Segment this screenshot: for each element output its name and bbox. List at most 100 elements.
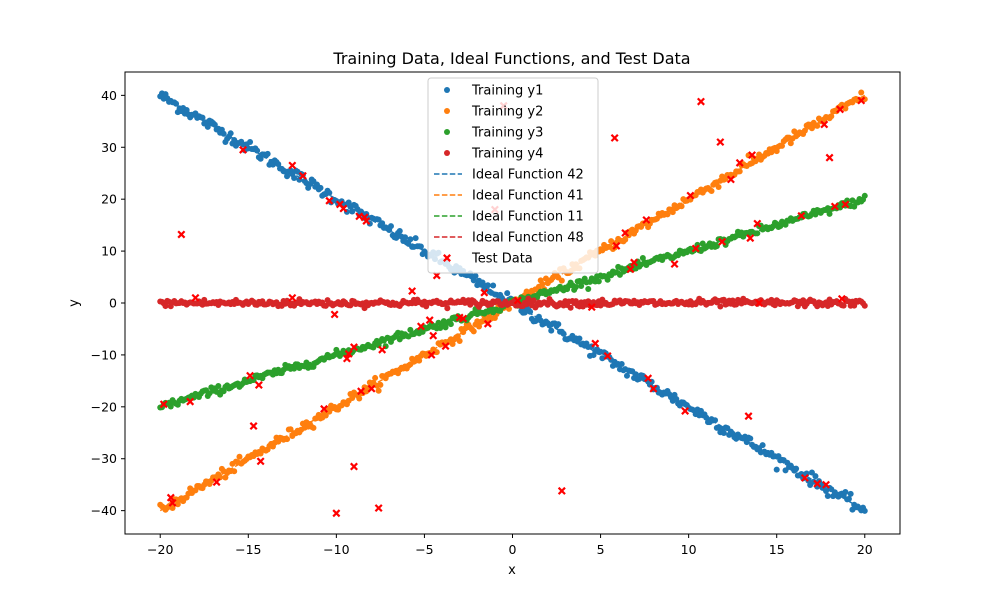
training-point (576, 335, 583, 342)
legend-label: Ideal Function 48 (472, 231, 584, 246)
test-point (716, 138, 725, 147)
training-point (793, 465, 800, 472)
training-point (851, 302, 858, 309)
legend-label: Training y2 (471, 105, 543, 120)
training-point (372, 374, 379, 381)
training-point (379, 220, 386, 227)
training-point (326, 189, 333, 196)
training-point (618, 361, 625, 368)
test-point (320, 404, 329, 413)
training-point (773, 466, 780, 473)
test-point (367, 384, 376, 393)
test-point (378, 345, 387, 354)
test-point (298, 171, 307, 180)
test-point (681, 406, 690, 415)
x-axis-label: x (508, 563, 516, 578)
training-point (845, 495, 852, 502)
training-point (622, 236, 629, 243)
test-point (344, 349, 353, 358)
training-point (167, 403, 174, 410)
training-point (754, 230, 761, 237)
training-point (231, 468, 238, 475)
training-point (720, 296, 727, 303)
test-point (610, 133, 619, 142)
test-point (191, 293, 200, 302)
training-point (708, 187, 715, 194)
training-point (675, 252, 682, 259)
training-point (664, 211, 671, 218)
test-point (857, 96, 866, 105)
training-point (169, 505, 176, 512)
training-point (287, 426, 294, 433)
test-point (159, 400, 168, 409)
test-point (459, 314, 468, 323)
training-point (778, 142, 785, 149)
y-tick-label: −30 (91, 451, 117, 466)
y-tick-label: 0 (109, 296, 117, 311)
test-point (246, 371, 255, 380)
training-point (560, 330, 567, 337)
training-point (484, 282, 491, 289)
training-point (824, 493, 831, 500)
test-point (349, 462, 358, 471)
test-point (441, 342, 450, 351)
training-point (812, 211, 819, 218)
training-point (801, 127, 808, 134)
training-point (632, 371, 639, 378)
test-point (288, 293, 297, 302)
test-point (612, 241, 621, 250)
test-point (429, 331, 438, 340)
training-point (412, 235, 419, 242)
legend: Training y1 Training y2 Training y3 Trainin… (427, 77, 599, 274)
legend-marker (444, 150, 450, 156)
training-point (387, 223, 394, 230)
training-point (407, 236, 414, 243)
training-point (199, 114, 206, 121)
test-point (349, 343, 358, 352)
legend-label: Training y3 (471, 126, 543, 141)
training-point (322, 412, 329, 419)
test-point (836, 105, 845, 114)
training-point (393, 234, 400, 241)
training-point (174, 501, 181, 508)
test-point (591, 339, 600, 348)
training-point (759, 442, 766, 449)
test-point (288, 161, 297, 170)
training-point (585, 286, 592, 293)
test-point (686, 191, 695, 200)
test-point (427, 350, 436, 359)
x-axis-ticks: −20 −15 −10 −5 0 5 10 15 20 (147, 534, 873, 557)
y-tick-label: −10 (91, 347, 117, 362)
training-point (699, 240, 706, 247)
x-tick-label: 10 (681, 542, 697, 557)
legend-item: Ideal Function 11 (434, 210, 584, 225)
test-point (825, 153, 834, 162)
training-point (703, 414, 710, 421)
x-tick-label: 15 (769, 542, 785, 557)
test-point (726, 175, 735, 184)
training-point (840, 302, 847, 309)
test-point (644, 374, 653, 383)
training-point (787, 140, 794, 147)
test-point (748, 151, 757, 160)
legend-item: Training y2 (444, 105, 543, 120)
test-point (513, 296, 522, 305)
training-point (715, 183, 722, 190)
test-point (483, 319, 492, 328)
legend-label: Ideal Function 42 (472, 168, 584, 183)
training-point (377, 381, 384, 388)
training-point (162, 303, 169, 310)
x-tick-label: −10 (323, 542, 349, 557)
test-point (557, 486, 566, 495)
legend-item: Ideal Function 42 (434, 168, 584, 183)
training-point (669, 209, 676, 216)
training-point (861, 507, 868, 514)
test-point (254, 381, 263, 389)
test-point (670, 260, 679, 269)
test-point (753, 219, 762, 228)
training-point (291, 175, 298, 182)
training-point (527, 308, 534, 315)
training-point (595, 278, 602, 285)
training-point (215, 382, 222, 389)
